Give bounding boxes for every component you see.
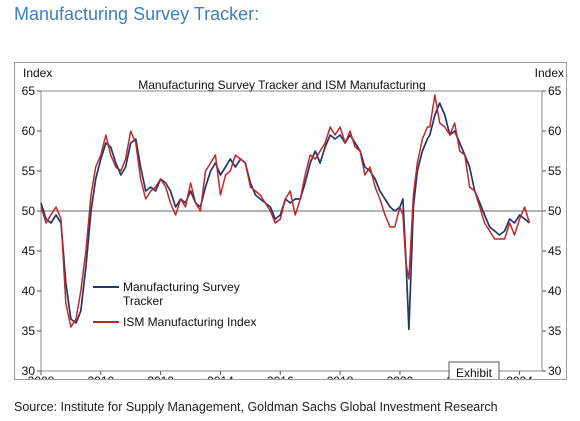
legend-tracker-label: Tracker [123, 294, 163, 308]
x-tick-label: 2020 [387, 374, 414, 379]
y-tick-left-label: 50 [22, 204, 36, 218]
exhibit-stamp-box [448, 361, 500, 379]
y-tick-right-label: 40 [548, 284, 562, 298]
y-tick-left-label: 40 [22, 284, 36, 298]
exhibit-stamp-text: Exhibit [456, 366, 493, 379]
y-tick-left-label: 60 [22, 124, 36, 138]
y-tick-right-label: 35 [548, 324, 562, 338]
y-axis-right-label: Index [535, 66, 564, 80]
y-tick-left-label: 55 [22, 164, 36, 178]
source-note: Source: Institute for Supply Management,… [14, 400, 498, 414]
exhibit-stamp: Exhibit [448, 361, 500, 379]
y-tick-right-label: 60 [548, 124, 562, 138]
y-tick-right-label: 45 [548, 244, 562, 258]
line-chart: Index Index Manufacturing Survey Tracker… [22, 66, 564, 379]
y-tick-left-label: 30 [22, 364, 36, 378]
y-tick-right-label: 55 [548, 164, 562, 178]
x-tick-label: 2012 [147, 374, 174, 379]
chart-title: Manufacturing Survey Tracker and ISM Man… [138, 78, 425, 92]
legend-ism-label: ISM Manufacturing Index [123, 315, 256, 329]
x-tick-label: 2010 [87, 374, 114, 379]
y-tick-left-label: 35 [22, 324, 36, 338]
y-tick-right-label: 50 [548, 204, 562, 218]
y-tick-right-label: 30 [548, 364, 562, 378]
x-tick-label: 2008 [28, 374, 55, 379]
plot-area [40, 90, 543, 372]
chart-frame: Index Index Manufacturing Survey Tracker… [14, 62, 567, 380]
y-tick-right-label: 65 [548, 84, 562, 98]
x-tick-label: 2016 [267, 374, 294, 379]
x-tick-label: 2024 [506, 374, 533, 379]
series-group [40, 94, 531, 331]
tick-marks-group: 30 30 35 35 40 40 45 45 50 50 55 55 60 60 65 65 2008 2010… [22, 84, 562, 379]
y-axis-left-label: Index [23, 66, 52, 80]
legend-tracker-label: Manufacturing Survey [123, 280, 240, 294]
ism-series-line [40, 94, 531, 328]
page-title: Manufacturing Survey Tracker: [14, 4, 260, 24]
x-tick-label: 2018 [327, 374, 354, 379]
x-tick-label: 2014 [207, 374, 234, 379]
y-tick-left-label: 45 [22, 244, 36, 258]
y-tick-left-label: 65 [22, 84, 36, 98]
tracker-series-line [40, 102, 530, 331]
